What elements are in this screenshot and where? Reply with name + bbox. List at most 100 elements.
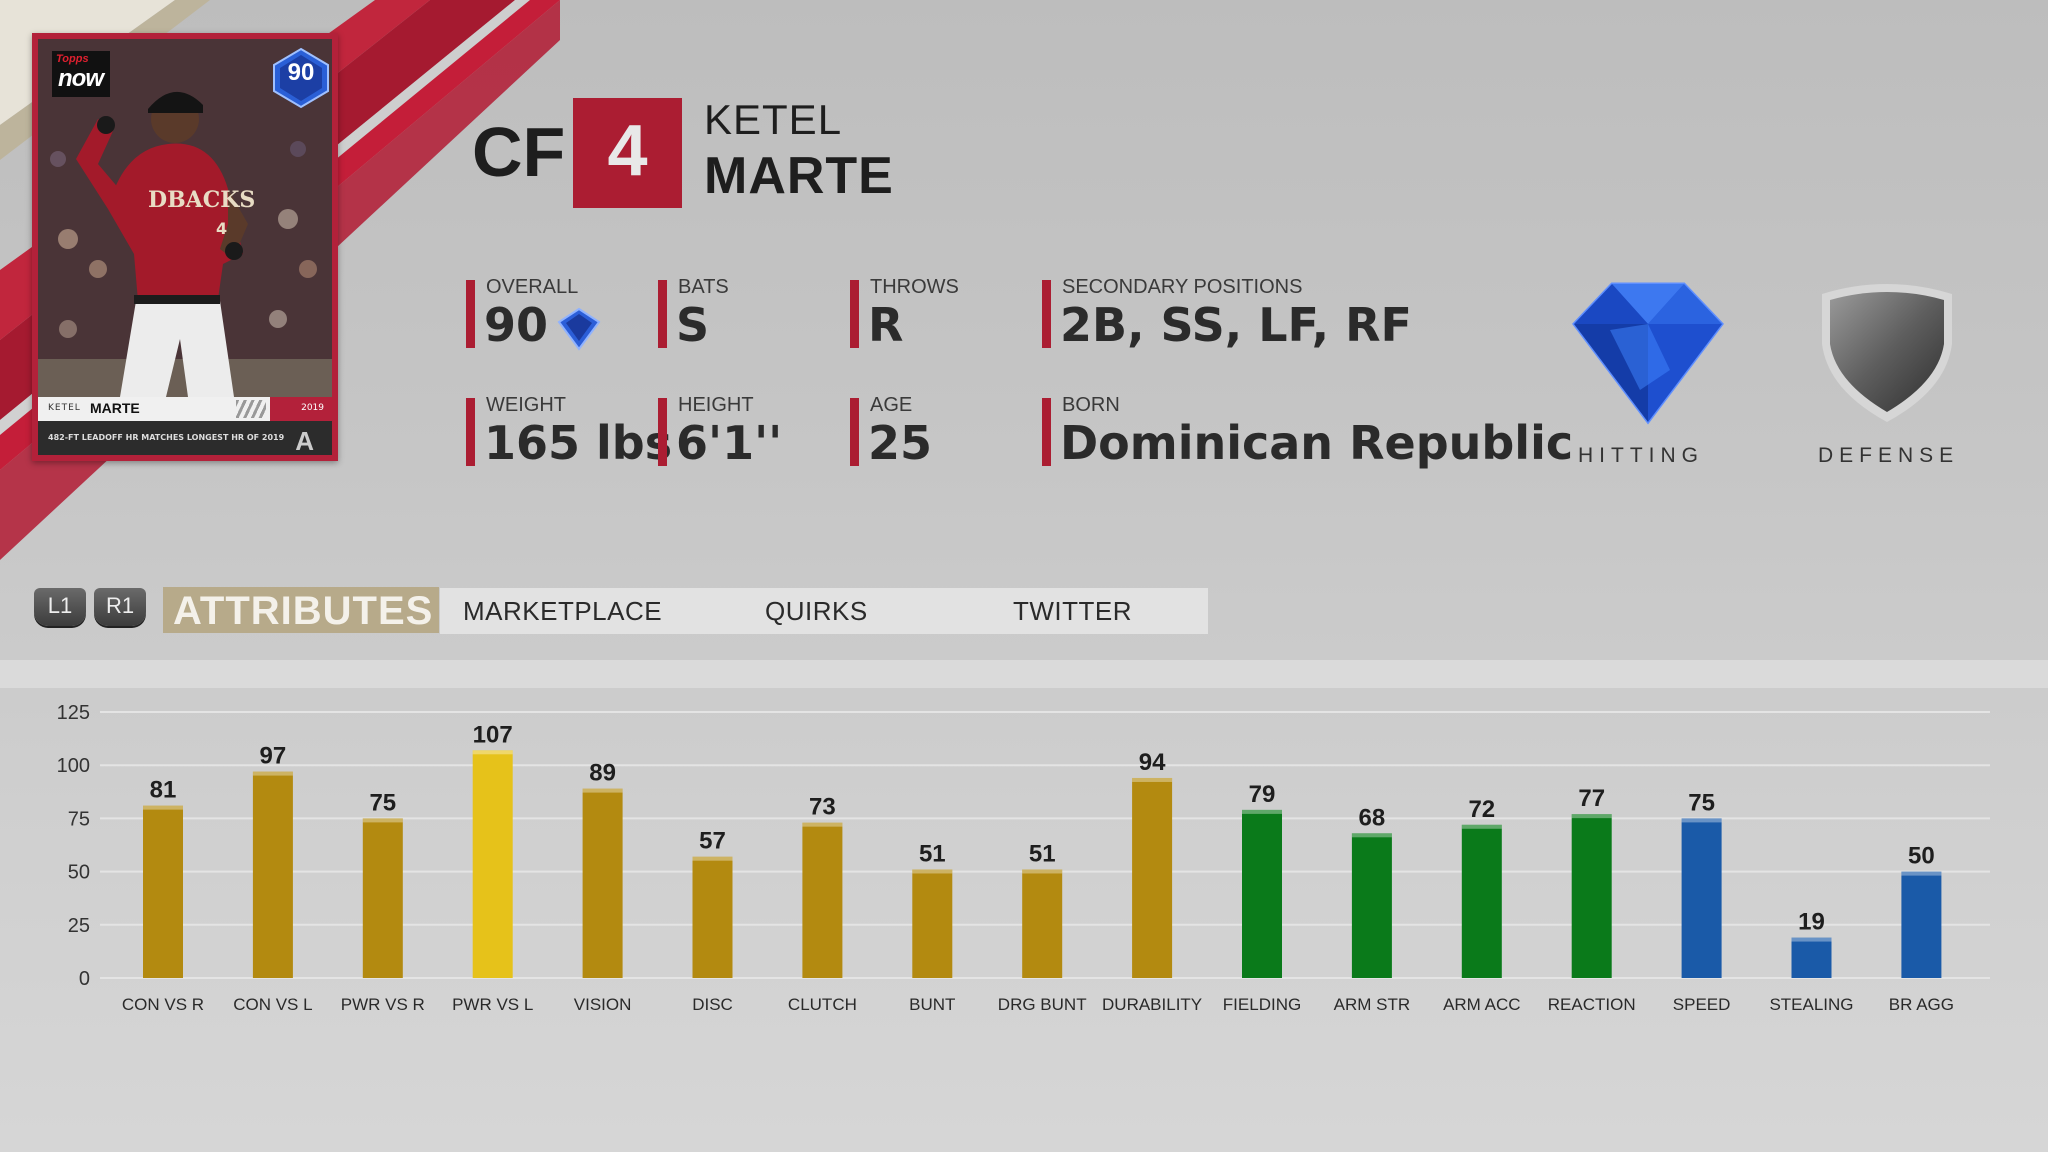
y-tick-label: 25 <box>68 915 90 937</box>
bar-value-label: 107 <box>473 721 513 748</box>
svg-text:4: 4 <box>216 219 227 238</box>
info-value: 25 <box>868 416 933 470</box>
info-accent-bar <box>658 280 667 348</box>
r1-bumper-button[interactable]: R1 <box>94 588 146 626</box>
attributes-bar-chart: 0 25 50 75 100 125 81 CON VS R 97 CON VS L 75 PWR V… <box>57 702 1990 1014</box>
attribute-bar <box>143 805 183 978</box>
bar-cap <box>1022 869 1063 874</box>
jersey-number: 4 <box>607 111 648 191</box>
y-tick-label: 50 <box>68 862 90 884</box>
bar-value-label: 97 <box>260 743 287 770</box>
bar-cap <box>1132 777 1173 782</box>
x-category-label: BR AGG <box>1889 995 1954 1014</box>
x-category-label: FIELDING <box>1223 995 1301 1014</box>
attribute-bar <box>1461 824 1502 978</box>
tab-strip <box>440 588 1208 634</box>
x-category-label: ARM ACC <box>1443 995 1520 1014</box>
info-accent-bar <box>466 280 475 348</box>
card-namebar: KETEL MARTE 2019 <box>38 397 332 421</box>
attribute-bar <box>1791 937 1832 978</box>
diamond-icon <box>557 307 601 351</box>
chart-header-band <box>0 660 2048 688</box>
info-accent-bar <box>850 280 859 348</box>
silver-shield-icon[interactable] <box>1814 282 1960 424</box>
bar-value-label: 19 <box>1798 909 1825 936</box>
bar-cap <box>582 788 623 793</box>
info-label: AGE <box>870 394 913 416</box>
attribute-bar <box>1351 833 1392 978</box>
badge-label-defense: DEFENSE <box>1818 444 1960 467</box>
l1-bumper-button[interactable]: L1 <box>34 588 86 626</box>
bar-cap <box>802 822 843 827</box>
x-category-label: CON VS L <box>233 995 312 1014</box>
attribute-bar <box>692 856 733 978</box>
bar-cap <box>362 818 403 823</box>
info-accent-bar <box>466 398 475 466</box>
card-caption: 482-FT LEADOFF HR MATCHES LONGEST HR OF … <box>38 421 332 455</box>
attribute-bar <box>252 771 293 978</box>
tab-quirks[interactable]: QUIRKS <box>765 596 868 626</box>
info-value: 165 lbs <box>484 416 673 470</box>
jersey-number-box: 4 <box>573 98 682 208</box>
card-first-name: KETEL <box>48 403 81 413</box>
bar-cap <box>1351 833 1392 838</box>
diamond-gem-icon[interactable] <box>1570 280 1726 426</box>
bar-value-label: 94 <box>1139 749 1166 776</box>
y-tick-label: 0 <box>79 968 90 990</box>
player-first-name: KETEL <box>704 96 843 143</box>
bar-value-label: 73 <box>809 794 836 821</box>
bar-value-label: 75 <box>1688 789 1715 816</box>
card-year: 2019 <box>270 397 332 421</box>
team-logo-icon: A <box>295 426 314 455</box>
x-category-label: BUNT <box>909 995 955 1014</box>
bar-value-label: 79 <box>1249 781 1276 808</box>
tab-label: ATTRIBUTES <box>173 589 434 633</box>
player-photo: DBACKS 4 <box>38 39 332 397</box>
x-category-label: PWR VS L <box>452 995 533 1014</box>
x-category-label: VISION <box>574 995 632 1014</box>
player-card[interactable]: DBACKS 4 Topps now 90 KETEL MARTE 2019 4… <box>32 33 338 461</box>
bar-cap <box>1461 824 1502 829</box>
bar-cap <box>1242 809 1282 814</box>
bar-value-label: 57 <box>699 828 726 855</box>
bar-cap <box>252 771 293 776</box>
bar-value-label: 51 <box>1029 840 1056 867</box>
bar-cap <box>1791 937 1832 942</box>
bar-cap <box>912 869 953 874</box>
bar-value-label: 51 <box>919 840 946 867</box>
bar-value-label: 75 <box>369 789 396 816</box>
y-tick-label: 100 <box>57 755 90 777</box>
x-category-label: REACTION <box>1548 995 1636 1014</box>
bar-cap <box>472 750 513 755</box>
info-accent-bar <box>1042 280 1051 348</box>
bar-value-label: 68 <box>1359 804 1386 831</box>
diamond-rating-icon <box>273 47 329 109</box>
bar-cap <box>692 856 733 861</box>
tab-marketplace[interactable]: MARKETPLACE <box>463 596 663 626</box>
info-label: HEIGHT <box>678 394 754 416</box>
x-category-label: SPEED <box>1673 995 1731 1014</box>
attribute-bar <box>1022 869 1063 978</box>
info-label: WEIGHT <box>486 394 566 416</box>
tab-twitter[interactable]: TWITTER <box>1013 596 1133 626</box>
x-category-label: CON VS R <box>122 995 204 1014</box>
player-position: CF <box>472 113 566 191</box>
bar-value-label: 89 <box>589 760 616 787</box>
attribute-bar <box>1242 809 1282 978</box>
y-tick-label: 75 <box>68 808 90 830</box>
bar-value-label: 50 <box>1908 843 1935 870</box>
player-last-name: MARTE <box>704 147 894 205</box>
x-category-label: DURABILITY <box>1102 995 1202 1014</box>
attribute-bar <box>472 750 513 978</box>
info-label: BORN <box>1062 394 1120 416</box>
info-label: BATS <box>678 276 729 298</box>
bar-cap <box>143 805 183 810</box>
attribute-bar <box>1681 818 1722 978</box>
x-category-label: DRG BUNT <box>998 995 1087 1014</box>
info-label: OVERALL <box>486 276 579 298</box>
tab-attributes[interactable]: ATTRIBUTES <box>163 587 439 633</box>
x-category-label: ARM STR <box>1334 995 1411 1014</box>
attribute-bar <box>802 822 843 978</box>
attribute-bar <box>362 818 403 978</box>
bar-cap <box>1901 871 1942 876</box>
